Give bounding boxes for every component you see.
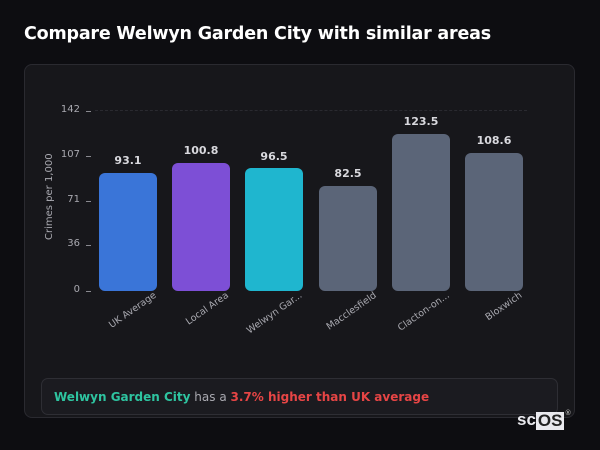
summary-area-name: Welwyn Garden City bbox=[54, 389, 191, 404]
summary-difference: 3.7% higher than UK average bbox=[230, 389, 430, 404]
summary-connector: has a bbox=[190, 389, 231, 404]
chart-card bbox=[24, 64, 575, 418]
logo-prefix: sc bbox=[517, 410, 536, 429]
registered-mark: ® bbox=[565, 410, 571, 417]
scos-logo: sc OS ® bbox=[517, 410, 571, 430]
page-title: Compare Welwyn Garden City with similar … bbox=[24, 24, 491, 44]
comparison-summary: Welwyn Garden City has a 3.7% higher tha… bbox=[41, 378, 558, 415]
logo-suffix: OS bbox=[535, 411, 565, 430]
